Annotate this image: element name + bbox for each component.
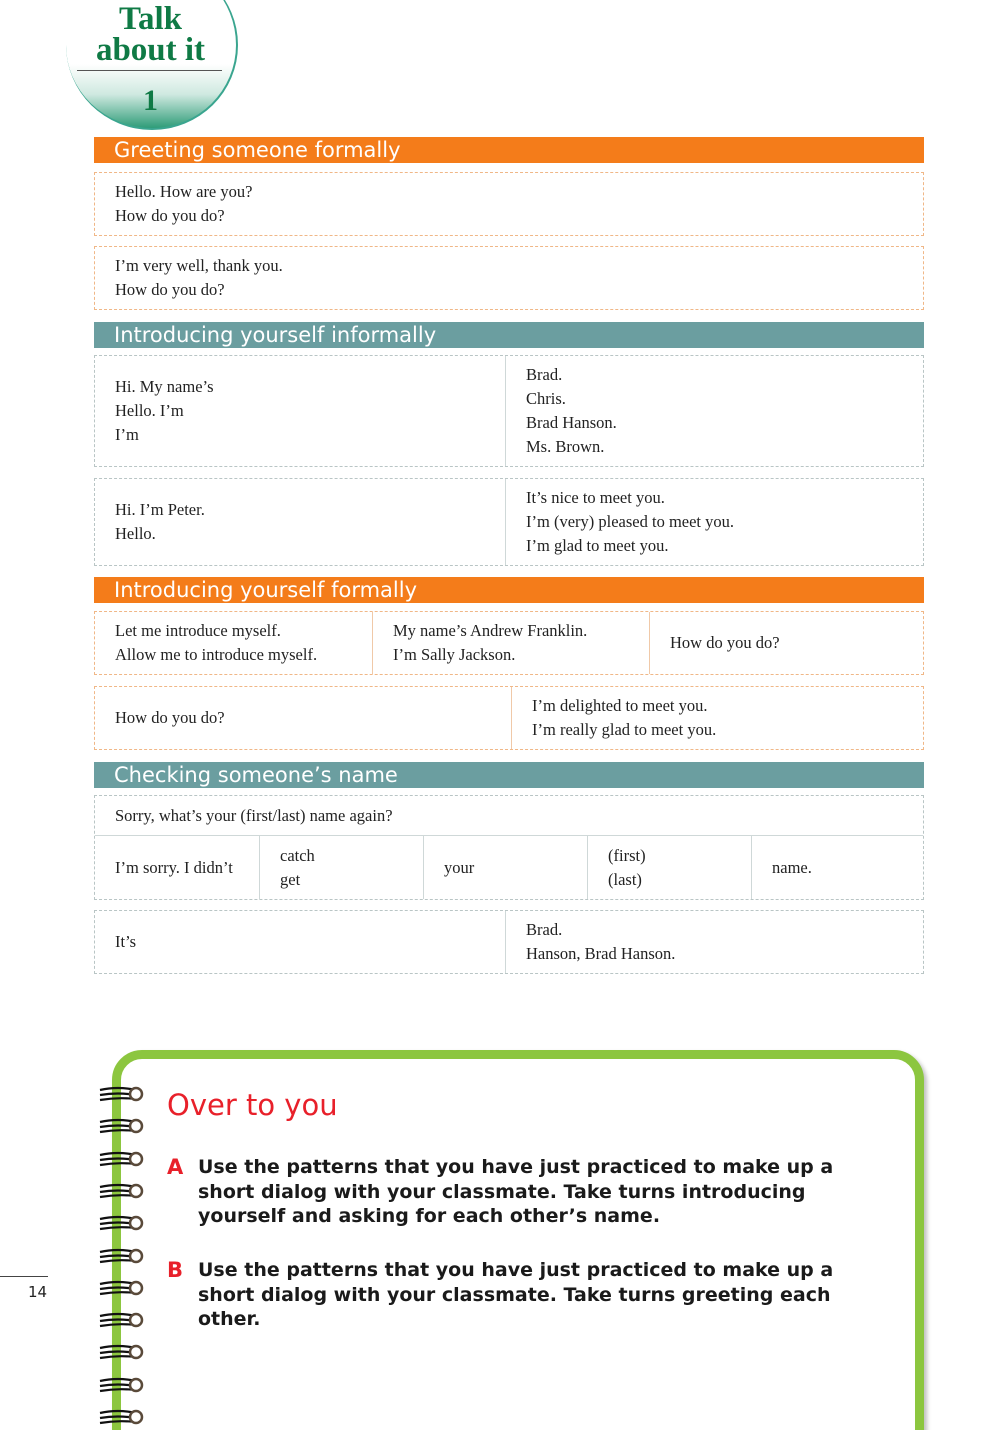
task-letter: B (167, 1258, 184, 1282)
phrase-box: It’s Brad. Hanson, Brad Hanson. (94, 910, 924, 974)
phrase-cell: Hi. I’m Peter. Hello. (95, 479, 505, 565)
phrase: How do you do? (115, 280, 225, 299)
task-b: B Use the patterns that you have just pr… (167, 1258, 887, 1332)
phrase: Hello. (115, 524, 156, 543)
phrase: Hello. I’m (115, 401, 184, 420)
phrase-cell: It’s nice to meet you. I’m (very) please… (505, 479, 923, 565)
phrase-cell: catch get (259, 836, 423, 899)
phrase-cell: (first) (last) (587, 836, 751, 899)
phrase: Chris. (526, 389, 566, 408)
phrase: I’m (115, 425, 139, 444)
badge-title-line2: about it (95, 32, 206, 68)
phrase-box: I’m very well, thank you. How do you do? (94, 246, 924, 310)
task-letter: A (167, 1155, 184, 1179)
phrase: Hello. How are you? (115, 182, 253, 201)
phrase-box: Let me introduce myself. Allow me to int… (94, 611, 924, 675)
phrase: I’m really glad to meet you. (532, 720, 717, 739)
phrase: I’m delighted to meet you. (532, 696, 708, 715)
phrase: Brad Hanson. (526, 413, 617, 432)
phrase-cell: My name’s Andrew Franklin. I’m Sally Jac… (372, 612, 649, 674)
phrase: My name’s Andrew Franklin. (393, 621, 588, 640)
section-header-checking-name: Checking someone’s name (94, 762, 924, 788)
badge-number: 1 (143, 84, 158, 117)
phrase-cell: I’m delighted to meet you. I’m really gl… (511, 687, 923, 749)
phrase: How do you do? (115, 708, 225, 727)
badge-divider (77, 70, 222, 71)
task-text: Use the patterns that you have just prac… (198, 1259, 834, 1330)
spiral-ring-icon (98, 1279, 146, 1299)
spiral-ring-icon (98, 1343, 146, 1363)
phrase-cell: Let me introduce myself. Allow me to int… (95, 612, 372, 674)
spiral-ring-icon (98, 1117, 146, 1137)
page-number: 14 (28, 1283, 48, 1301)
phrase: (first) (608, 845, 646, 865)
phrase-box: How do you do? I’m delighted to meet you… (94, 686, 924, 750)
section-header-introducing-formally: Introducing yourself formally (94, 577, 924, 603)
phrase-cell: Brad. Chris. Brad Hanson. Ms. Brown. (505, 356, 923, 466)
phrase: I’m very well, thank you. (115, 256, 283, 275)
phrase: catch (280, 845, 315, 865)
page-number-rule (0, 1276, 48, 1277)
phrase-cell: name. (751, 836, 923, 899)
phrase-cell: Hi. My name’s Hello. I’m I’m (95, 356, 505, 466)
phrase: Allow me to introduce myself. (115, 645, 318, 664)
task-a: A Use the patterns that you have just pr… (167, 1155, 887, 1229)
phrase-cell: I’m very well, thank you. How do you do? (95, 247, 923, 309)
phrase: I’m Sally Jackson. (393, 645, 516, 664)
talk-about-it-badge (66, 0, 238, 130)
phrase: Ms. Brown. (526, 437, 605, 456)
phrase-cell: How do you do? (95, 687, 511, 749)
phrase: name. (772, 857, 812, 877)
task-text: Use the patterns that you have just prac… (198, 1156, 834, 1227)
phrase: (last) (608, 869, 642, 889)
over-to-you-notebook (112, 1050, 924, 1430)
spiral-ring-icon (98, 1376, 146, 1396)
phrase: get (280, 869, 301, 889)
phrase: How do you do? (670, 633, 780, 652)
phrase: Hanson, Brad Hanson. (526, 944, 676, 963)
phrase: It’s nice to meet you. (526, 488, 665, 507)
spiral-ring-icon (98, 1150, 146, 1170)
badge-title-line1: Talk (118, 1, 182, 37)
phrase: I’m sorry. I didn’t (115, 857, 233, 877)
phrase: Hi. I’m Peter. (115, 500, 205, 519)
phrase-cell: Brad. Hanson, Brad Hanson. (505, 911, 923, 973)
phrase: It’s (115, 932, 137, 951)
phrase: Brad. (526, 920, 563, 939)
spiral-ring-icon (98, 1214, 146, 1234)
phrase-cell: I’m sorry. I didn’t (95, 836, 259, 899)
phrase: I’m glad to meet you. (526, 536, 669, 555)
spiral-ring-icon (98, 1408, 146, 1428)
spiral-ring-icon (98, 1085, 146, 1105)
phrase-cell: Hello. How are you? How do you do? (95, 173, 923, 235)
phrase-box: Hello. How are you? How do you do? (94, 172, 924, 236)
section-header-introducing-informally: Introducing yourself informally (94, 322, 924, 348)
spiral-ring-icon (98, 1311, 146, 1331)
phrase-cell: It’s (95, 911, 505, 973)
over-to-you-title: Over to you (167, 1088, 338, 1122)
phrase-box: Hi. My name’s Hello. I’m I’m Brad. Chris… (94, 355, 924, 467)
phrase-box: Hi. I’m Peter. Hello. It’s nice to meet … (94, 478, 924, 566)
phrase: I’m (very) pleased to meet you. (526, 512, 735, 531)
section-header-greeting-formally: Greeting someone formally (94, 137, 924, 163)
phrase: your (444, 857, 475, 877)
phrase: Let me introduce myself. (115, 621, 281, 640)
phrase: Brad. (526, 365, 563, 384)
phrase: Sorry, what’s your (first/last) name aga… (115, 805, 393, 825)
phrase: How do you do? (115, 206, 225, 225)
spiral-ring-icon (98, 1247, 146, 1267)
phrase-cell: How do you do? (649, 612, 923, 674)
phrase-box: Sorry, what’s your (first/last) name aga… (94, 795, 924, 900)
phrase-cell: Sorry, what’s your (first/last) name aga… (95, 796, 923, 836)
spiral-ring-icon (98, 1182, 146, 1202)
phrase-cell: your (423, 836, 587, 899)
phrase: Hi. My name’s (115, 377, 214, 396)
